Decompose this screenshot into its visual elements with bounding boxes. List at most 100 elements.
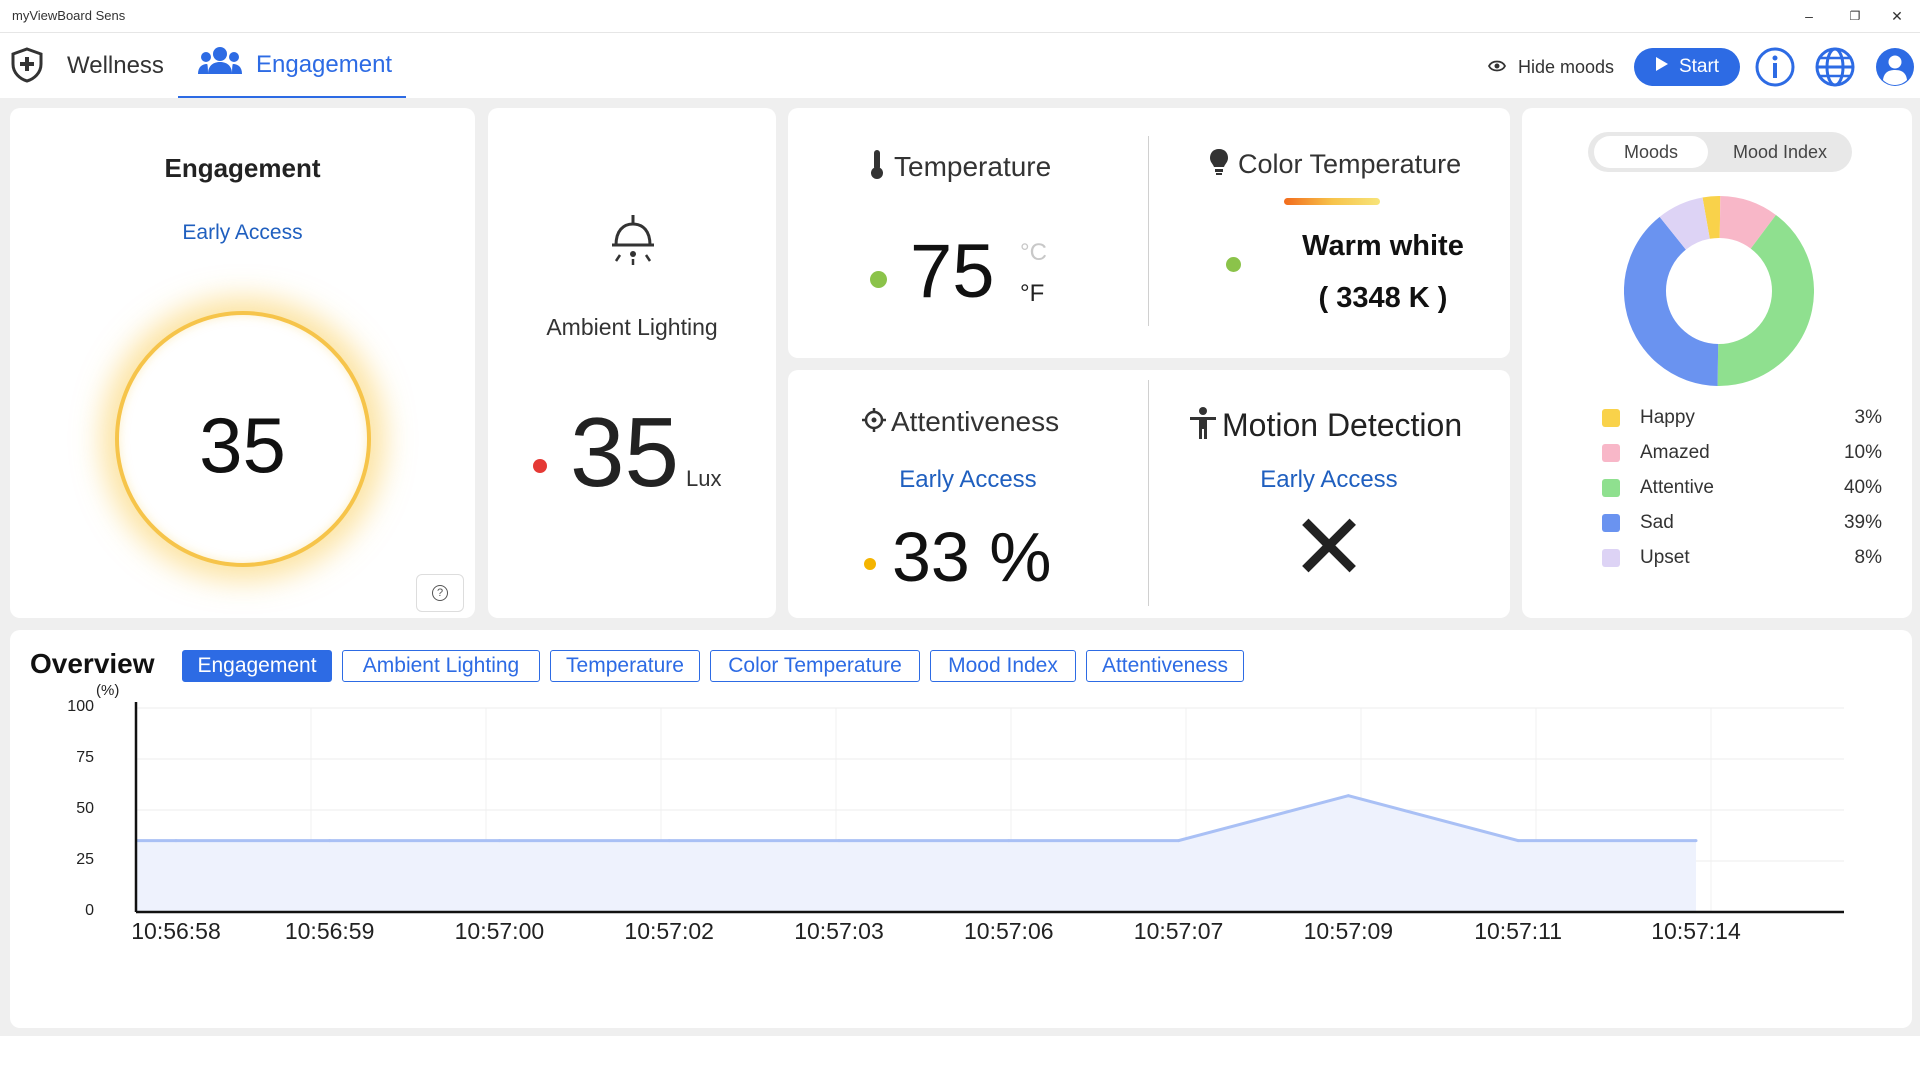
- overview-tab-mood-index[interactable]: Mood Index: [930, 650, 1076, 682]
- motion-early-access: Early Access: [1260, 466, 1398, 493]
- data-point: [1007, 839, 1011, 843]
- overview-tab-temperature[interactable]: Temperature: [550, 650, 700, 682]
- data-point: [497, 839, 501, 843]
- unit-celsius-toggle[interactable]: °C: [1020, 239, 1047, 266]
- start-button[interactable]: Start: [1634, 48, 1740, 86]
- engagement-value: 35: [199, 401, 286, 489]
- divider: [1148, 380, 1149, 606]
- x-tick-label: 10:57:11: [1474, 918, 1563, 944]
- question-icon: ?: [432, 585, 448, 601]
- title-bar: myViewBoard Sens – ❐ ✕: [0, 0, 1920, 32]
- hide-moods-button[interactable]: Hide moods: [1487, 53, 1615, 81]
- x-tick-label: 10:56:59: [284, 918, 375, 944]
- y-tick-label: 75: [76, 749, 94, 766]
- info-icon[interactable]: [1754, 46, 1796, 88]
- color-temperature-kelvin: ( 3348 K ): [1318, 282, 1448, 314]
- ambient-value: 35: [570, 397, 680, 507]
- donut-slice-upset: [1624, 196, 1814, 386]
- toggle-moods[interactable]: Moods: [1594, 136, 1708, 168]
- user-avatar-icon[interactable]: [1874, 46, 1916, 88]
- attentiveness-status-dot: [864, 558, 876, 570]
- restore-button[interactable]: ❐: [1849, 9, 1861, 23]
- motion-heading: Motion Detection: [1188, 406, 1462, 445]
- help-button[interactable]: ?: [416, 574, 464, 612]
- data-point: [1694, 839, 1698, 843]
- unit-fahrenheit-toggle[interactable]: °F: [1020, 280, 1045, 307]
- x-tick-label: 10:57:14: [1651, 918, 1741, 944]
- y-tick-label: 0: [85, 902, 94, 919]
- overview-tab-color-temperature[interactable]: Color Temperature: [710, 650, 920, 682]
- ambient-unit: Lux: [686, 466, 722, 491]
- overview-tab-ambient-lighting[interactable]: Ambient Lighting: [342, 650, 540, 682]
- legend-swatch: [1602, 479, 1620, 497]
- crosshair-icon: [861, 407, 887, 438]
- overview-card: Overview Engagement Ambient Lighting Tem…: [10, 630, 1912, 1028]
- attentiveness-heading: Attentiveness: [861, 406, 1059, 438]
- engagement-gauge: [115, 311, 371, 567]
- y-tick-label: 100: [67, 698, 94, 715]
- data-point: [1516, 839, 1520, 843]
- attentiveness-early-access: Early Access: [899, 466, 1037, 493]
- color-temperature-bar: [1284, 198, 1380, 205]
- donut-slice-attentive: [1624, 196, 1814, 386]
- toggle-mood-index[interactable]: Mood Index: [1732, 141, 1828, 162]
- engagement-card: Engagement Early Access 35 ?: [10, 108, 475, 618]
- tab-wellness[interactable]: Wellness: [67, 33, 164, 99]
- engagement-line-chart: [134, 702, 1844, 914]
- person-icon: [1188, 406, 1218, 445]
- x-tick-label: 10:57:09: [1303, 918, 1394, 944]
- minimize-button[interactable]: –: [1805, 8, 1813, 24]
- temperature-card: Temperature 75 °C °F Color Temperature W…: [788, 108, 1510, 358]
- shield-icon: [10, 47, 44, 83]
- legend-item-happy: Happy 3%: [1602, 406, 1882, 430]
- tab-engagement[interactable]: Engagement: [178, 33, 406, 99]
- nav-bar: Wellness Engagement Hide moods S: [0, 32, 1920, 99]
- bulb-icon: [1208, 147, 1230, 182]
- x-tick-label: 10:57:03: [794, 918, 884, 944]
- attentiveness-label: Attentiveness: [891, 406, 1060, 437]
- legend-swatch: [1602, 514, 1620, 532]
- app-title: myViewBoard Sens: [12, 8, 126, 23]
- ambient-lighting-card: Ambient Lighting 35 Lux: [488, 108, 776, 618]
- donut-slice-sad: [1624, 196, 1814, 386]
- data-point: [837, 839, 841, 843]
- data-point: [174, 839, 178, 843]
- legend-label: Sad: [1640, 512, 1674, 533]
- data-point: [328, 839, 332, 843]
- tab-engagement-label: Engagement: [256, 50, 393, 78]
- legend-label: Upset: [1640, 547, 1690, 568]
- legend-label: Amazed: [1640, 442, 1710, 463]
- tab-wellness-label: Wellness: [67, 52, 164, 79]
- engagement-early-access: Early Access: [182, 221, 303, 244]
- overview-title: Overview: [30, 648, 155, 679]
- close-button[interactable]: ✕: [1891, 7, 1903, 24]
- attentiveness-card: Attentiveness Early Access 33 % Motion D…: [788, 370, 1510, 618]
- motion-label: Motion Detection: [1222, 407, 1463, 443]
- ambient-status-dot: [533, 459, 547, 473]
- legend-item-sad: Sad 39%: [1602, 511, 1882, 535]
- y-tick-label: 50: [76, 800, 94, 817]
- content-area: Engagement Early Access 35 ? Ambient Lig…: [0, 98, 1920, 1036]
- moods-card: Moods Mood Index Happy 3% Amazed 10% Attenti…: [1522, 108, 1912, 618]
- x-tick-label: 10:57:00: [454, 918, 545, 944]
- people-icon: [198, 46, 256, 83]
- hide-moods-label: Hide moods: [1518, 56, 1615, 77]
- moods-toggle: Moods Mood Index: [1588, 132, 1852, 172]
- legend-percent: 8%: [1854, 547, 1882, 568]
- data-point: [1177, 839, 1181, 843]
- temperature-label: Temperature: [894, 150, 1052, 182]
- x-tick-label: 10:57:06: [964, 918, 1054, 944]
- legend-label: Attentive: [1640, 477, 1714, 498]
- color-temperature-value: Warm white: [1302, 230, 1464, 262]
- data-point: [1346, 794, 1350, 798]
- globe-icon[interactable]: [1814, 46, 1856, 88]
- attentiveness-value: 33 %: [892, 518, 1052, 596]
- overview-tab-engagement[interactable]: Engagement: [182, 650, 332, 682]
- lamp-icon: [608, 211, 658, 272]
- legend-percent: 3%: [1854, 407, 1882, 428]
- thermometer-icon: [868, 148, 886, 185]
- color-temperature-label: Color Temperature: [1238, 149, 1462, 179]
- overview-tab-attentiveness[interactable]: Attentiveness: [1086, 650, 1244, 682]
- engagement-title: Engagement: [164, 153, 321, 183]
- eye-icon: [1487, 57, 1518, 78]
